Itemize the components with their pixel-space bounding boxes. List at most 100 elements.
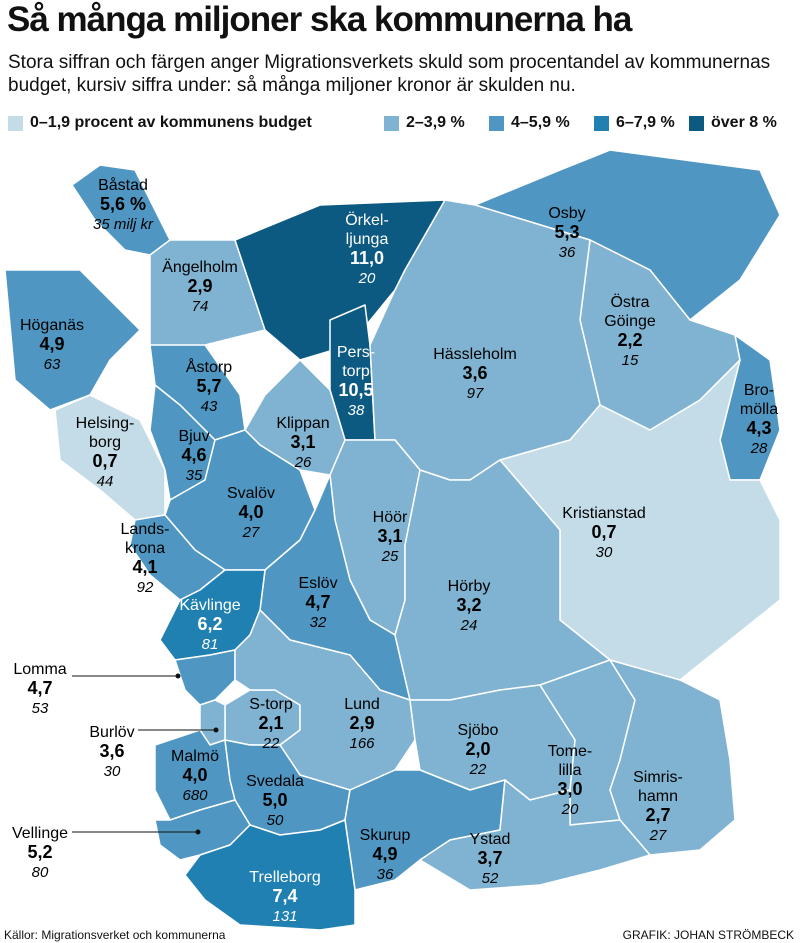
percent-value: 3,1 [290, 432, 315, 452]
percent-value: 7,4 [272, 886, 297, 906]
leader-dot [195, 829, 201, 835]
percent-value: 0,7 [591, 522, 616, 542]
percent-value: 6,2 [197, 614, 222, 634]
debt-value: 131 [272, 908, 297, 925]
debt-value: 20 [561, 801, 579, 818]
debt-value: 38 [348, 402, 365, 419]
percent-value: 0,7 [92, 451, 117, 471]
page-subtitle: Stora siffran och färgen anger Migration… [8, 52, 771, 96]
municipality-name: Kristianstad [562, 505, 646, 522]
percent-value: 3,6 [99, 741, 124, 761]
municipality-name: Göinge [604, 313, 656, 330]
debt-value: 35 milj kr [93, 216, 154, 233]
percent-value: 5,0 [262, 790, 287, 810]
percent-value: 11,0 [350, 248, 384, 268]
percent-value: 4,7 [305, 592, 330, 612]
municipality-name: Klippan [276, 415, 329, 432]
debt-value: 74 [192, 298, 209, 315]
legend-label: 4–5,9 % [511, 114, 570, 131]
graphic-credit: GRAFIK: JOHAN STRÖMBECK [622, 928, 794, 942]
legend-item-2: 4–5,9 % [489, 113, 570, 133]
leader-dot [213, 727, 219, 733]
municipality-name: Helsing- [76, 415, 135, 432]
municipality-name: krona [125, 540, 165, 557]
debt-value: 92 [137, 579, 154, 596]
debt-value: 97 [467, 385, 484, 402]
municipality-name: Lands- [121, 521, 170, 538]
debt-value: 52 [482, 870, 499, 887]
municipality-name: Kävlinge [179, 597, 240, 614]
debt-value: 63 [44, 356, 61, 373]
legend-swatch [8, 115, 23, 131]
municipality-name: Svalöv [227, 485, 275, 502]
debt-value: 15 [622, 352, 639, 369]
region-simris-hamn [609, 659, 736, 856]
percent-value: 2,7 [645, 805, 670, 825]
debt-value: 30 [104, 763, 121, 780]
percent-value: 3,0 [557, 779, 582, 799]
municipality-name: Skurup [360, 827, 411, 844]
percent-value: 2,0 [465, 739, 490, 759]
debt-value: 80 [32, 864, 49, 881]
region-lomma [174, 649, 236, 706]
debt-value: 36 [377, 866, 394, 883]
debt-value: 81 [202, 636, 219, 653]
municipality-name: Burlöv [89, 724, 134, 741]
municipality-name: S-torp [249, 696, 293, 713]
municipality-name: Örkel- [345, 211, 389, 229]
leader-lines [72, 673, 219, 835]
municipality-name: hamn [638, 788, 678, 805]
municipality-name: lilla [558, 762, 581, 779]
municipality-name: torp [342, 363, 370, 380]
percent-value: 4,9 [39, 334, 64, 354]
debt-value: 22 [469, 761, 487, 778]
percent-value: 4,6 [181, 445, 206, 465]
municipality-name: Östra [610, 293, 649, 311]
percent-value: 4,9 [372, 844, 397, 864]
debt-value: 20 [358, 270, 376, 287]
map-regions [4, 149, 781, 931]
legend-swatch [489, 115, 504, 131]
municipality-name: Åstorp [186, 357, 232, 376]
legend-swatch [384, 115, 399, 131]
percent-value: 5,2 [27, 842, 52, 862]
debt-value: 44 [97, 473, 114, 490]
debt-value: 50 [267, 812, 284, 829]
municipality-name: Båstad [98, 176, 148, 194]
region-ystad [419, 779, 651, 891]
source-note: Källor: Migrationsverket och kommunerna [4, 928, 226, 942]
municipality-name: Eslöv [298, 575, 337, 592]
percent-value: 2,9 [187, 276, 212, 296]
region-trelleborg [184, 819, 356, 931]
municipality-name: Hässleholm [433, 346, 517, 363]
percent-value: 2,1 [258, 713, 283, 733]
municipality-name: Höör [373, 509, 408, 526]
percent-value: 10,5 [338, 380, 373, 400]
debt-value: 27 [242, 524, 260, 541]
percent-value: 5,7 [196, 376, 221, 396]
debt-value: 35 [186, 467, 203, 484]
debt-value: 680 [182, 787, 208, 804]
legend-item-0: 0–1,9 procent av kommunens budget [8, 113, 312, 133]
